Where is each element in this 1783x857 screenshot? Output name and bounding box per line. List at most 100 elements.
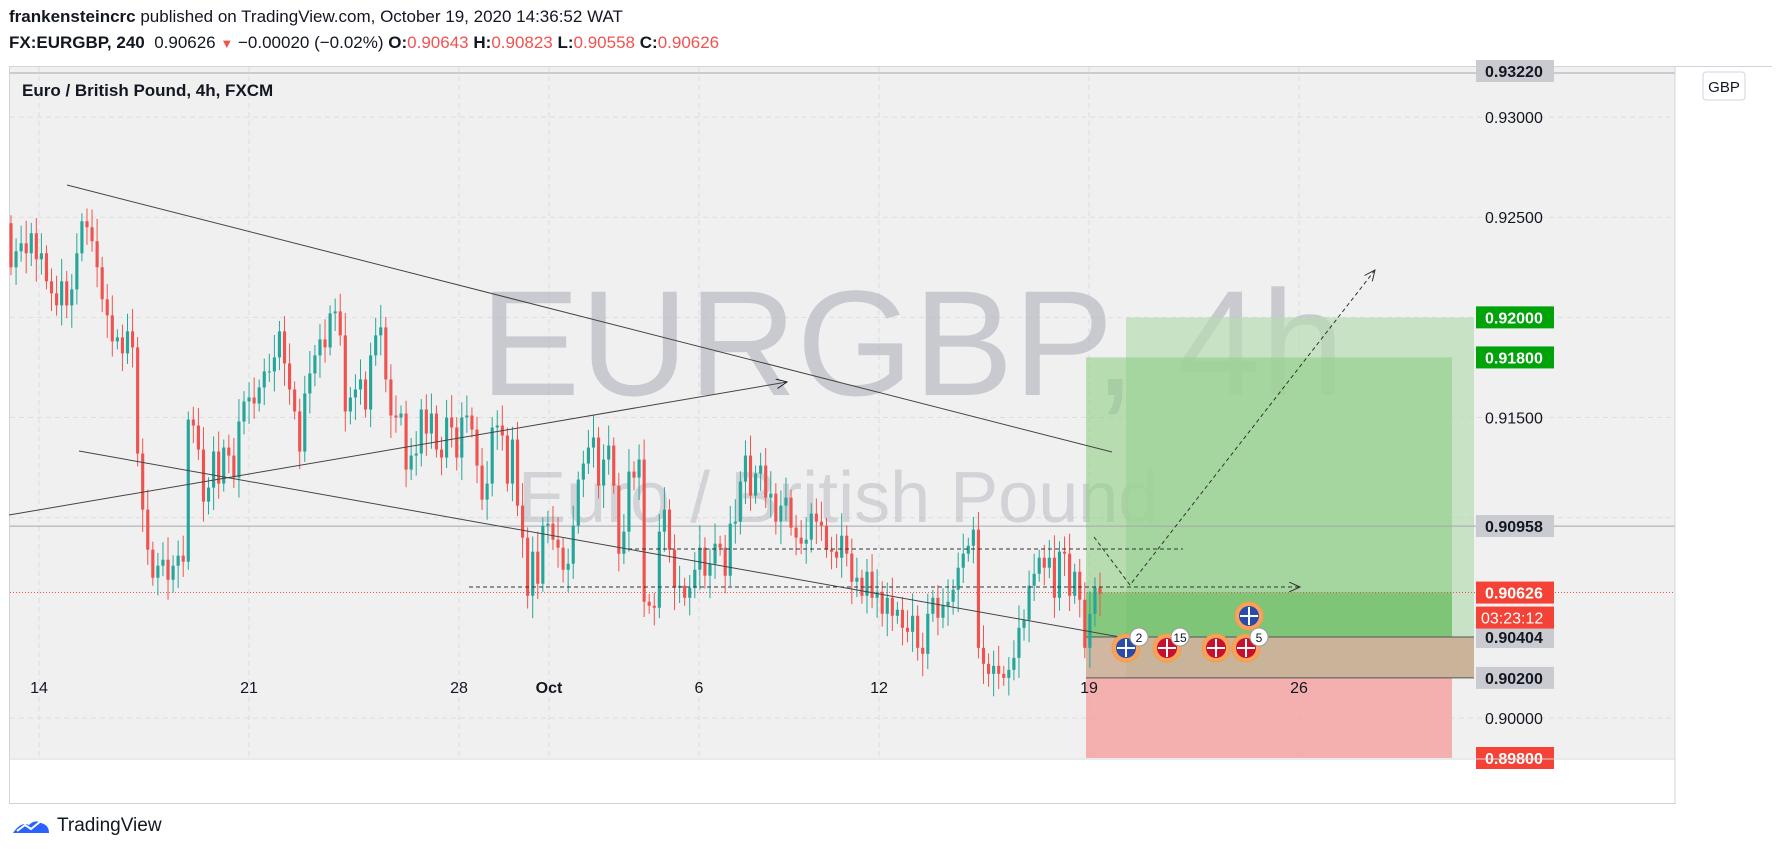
price-label-bg [1476,666,1554,689]
candle-down [217,451,221,484]
tradingview-logo-icon[interactable] [11,815,51,837]
candle-up [713,543,717,564]
uk-event-icon[interactable]: 5 [1231,627,1269,663]
candle-up [637,459,641,478]
symbol-label: FX:EURGBP, 240 [9,33,145,52]
economic-events[interactable]: 2 15 5 [1111,601,1269,663]
candle-up [759,465,763,474]
tradingview-brand[interactable]: TradingView [57,815,162,836]
uk-event-icon[interactable] [1201,633,1231,663]
candle-down [55,293,59,306]
candle-up [353,389,357,398]
published-text: published on TradingView.com, October 19… [135,7,623,26]
candle-up [485,483,489,500]
rising-arrow[interactable] [8,382,787,516]
candle-up [1032,573,1036,586]
time-tick-label: Oct [536,680,563,697]
event-count: 2 [1136,631,1143,645]
candle-up [961,553,965,568]
candle-up [971,529,975,546]
candle-down [1078,571,1082,600]
loss-zone[interactable] [1086,677,1452,758]
candle-down [136,347,140,454]
candle-down [612,445,616,486]
candle-down [718,543,722,548]
candle-up [125,331,130,354]
candle-down [100,267,104,300]
candle-down [323,339,327,348]
change-down-icon: ▼ [220,36,234,51]
price-label: 0.90958 [1476,515,1554,538]
candle-down [814,513,818,522]
candle-down [748,455,753,496]
eu-event-icon[interactable] [1234,601,1264,631]
time-tick-label: 19 [1080,680,1098,697]
stop-zone[interactable] [1086,637,1474,678]
candle-up [1047,557,1051,568]
author-name[interactable]: frankensteincrc [9,7,136,26]
projection-path[interactable] [1093,270,1375,586]
price-axis[interactable] [1676,67,1772,804]
countdown-text: 03:23:12 [1481,611,1543,628]
candle-up [966,545,970,554]
candle-down [475,429,479,466]
candle-up [429,413,433,434]
candle-up [29,233,33,254]
candle-up [374,335,378,356]
candle-down [141,453,145,510]
candle-down [505,435,509,484]
high-label: H: [473,33,492,52]
candle-down [1062,551,1067,554]
lower-trendline[interactable] [78,450,1121,638]
candle-up [419,409,423,454]
candle-up [14,251,18,268]
candle-down [526,537,530,596]
currency-button[interactable]: GBP [1702,71,1746,101]
candle-up [1012,657,1016,670]
candle-down [936,597,940,618]
candle-up [622,531,626,554]
candle-up [951,589,955,602]
candle-up [1027,585,1031,620]
eu-event-icon[interactable]: 2 [1111,627,1149,663]
candle-up [237,421,241,478]
price-label: 0.91800 [1476,346,1554,369]
trend-drawings[interactable] [8,184,1375,638]
candle-up [348,397,352,412]
candle-down [166,559,170,580]
candle-down [298,411,302,452]
upper-trendline[interactable] [66,184,1113,453]
watermark-name: Euro / British Pound [518,458,1158,538]
publish-info: frankensteincrc published on TradingView… [9,7,623,27]
candle-up [222,447,226,484]
candle-down [151,549,155,578]
candle-up [358,379,363,390]
candle-up [754,473,758,496]
uk-event-icon[interactable]: 15 [1152,627,1190,663]
candle-down [515,439,520,506]
candle-down [829,549,834,552]
price-label: 0.90404 [1476,626,1554,649]
price-label-bg [1476,346,1554,369]
trade-zones[interactable] [1086,317,1474,758]
candle-up [576,479,580,526]
candle-down [880,591,884,614]
candle-down [1068,553,1072,596]
candle-down [1042,557,1046,568]
candle-up [379,327,383,336]
candle-up [941,605,945,618]
candle-up [728,523,732,576]
price-levels [10,72,1675,594]
candle-up [80,221,84,254]
target1-zone[interactable] [1086,357,1452,638]
candle-down [976,529,981,648]
candle-down [146,509,150,550]
candle-down [120,337,125,354]
candle-down [789,497,793,528]
candle-down [900,609,905,628]
candle-down [44,253,49,282]
event-count-badge [1170,627,1190,647]
candle-down [49,281,54,294]
candle-up [1093,587,1097,614]
